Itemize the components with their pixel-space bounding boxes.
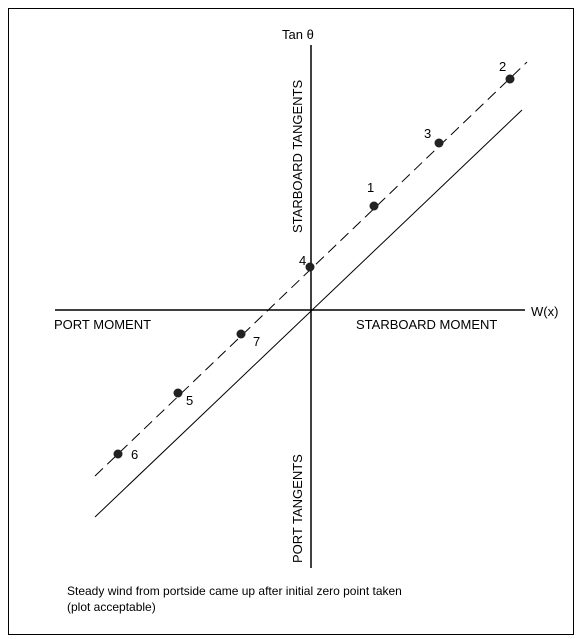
x-axis-label: W(x)	[531, 304, 558, 319]
data-point-2: 2	[499, 59, 515, 84]
data-point-3: 3	[424, 126, 444, 148]
starboard-moment-label: STARBOARD MOMENT	[356, 317, 497, 332]
data-point-7: 7	[236, 329, 260, 349]
point-label-7: 7	[253, 334, 260, 349]
port-tangents-label: PORT TANGENTS	[290, 454, 305, 563]
point-label-1: 1	[367, 180, 374, 195]
data-point-5: 5	[173, 388, 193, 408]
y-axis-label: Tan θ	[282, 27, 314, 42]
data-point-6: 6	[113, 447, 138, 462]
point-label-6: 6	[131, 447, 138, 462]
point-label-2: 2	[499, 59, 506, 74]
caption-line-1: Steady wind from portside came up after …	[67, 584, 402, 598]
caption-line-2: (plot acceptable)	[67, 600, 156, 614]
port-moment-label: PORT MOMENT	[54, 317, 151, 332]
point-label-5: 5	[186, 393, 193, 408]
point-label-3: 3	[424, 126, 431, 141]
reference-line	[94, 109, 523, 518]
data-point-1: 1	[367, 180, 379, 211]
data-point-4: 4	[299, 253, 315, 272]
diagram-frame	[8, 8, 574, 635]
caption: Steady wind from portside came up after …	[67, 583, 547, 615]
point-label-4: 4	[299, 253, 306, 268]
starboard-tangents-label: STARBOARD TANGENTS	[290, 80, 305, 233]
